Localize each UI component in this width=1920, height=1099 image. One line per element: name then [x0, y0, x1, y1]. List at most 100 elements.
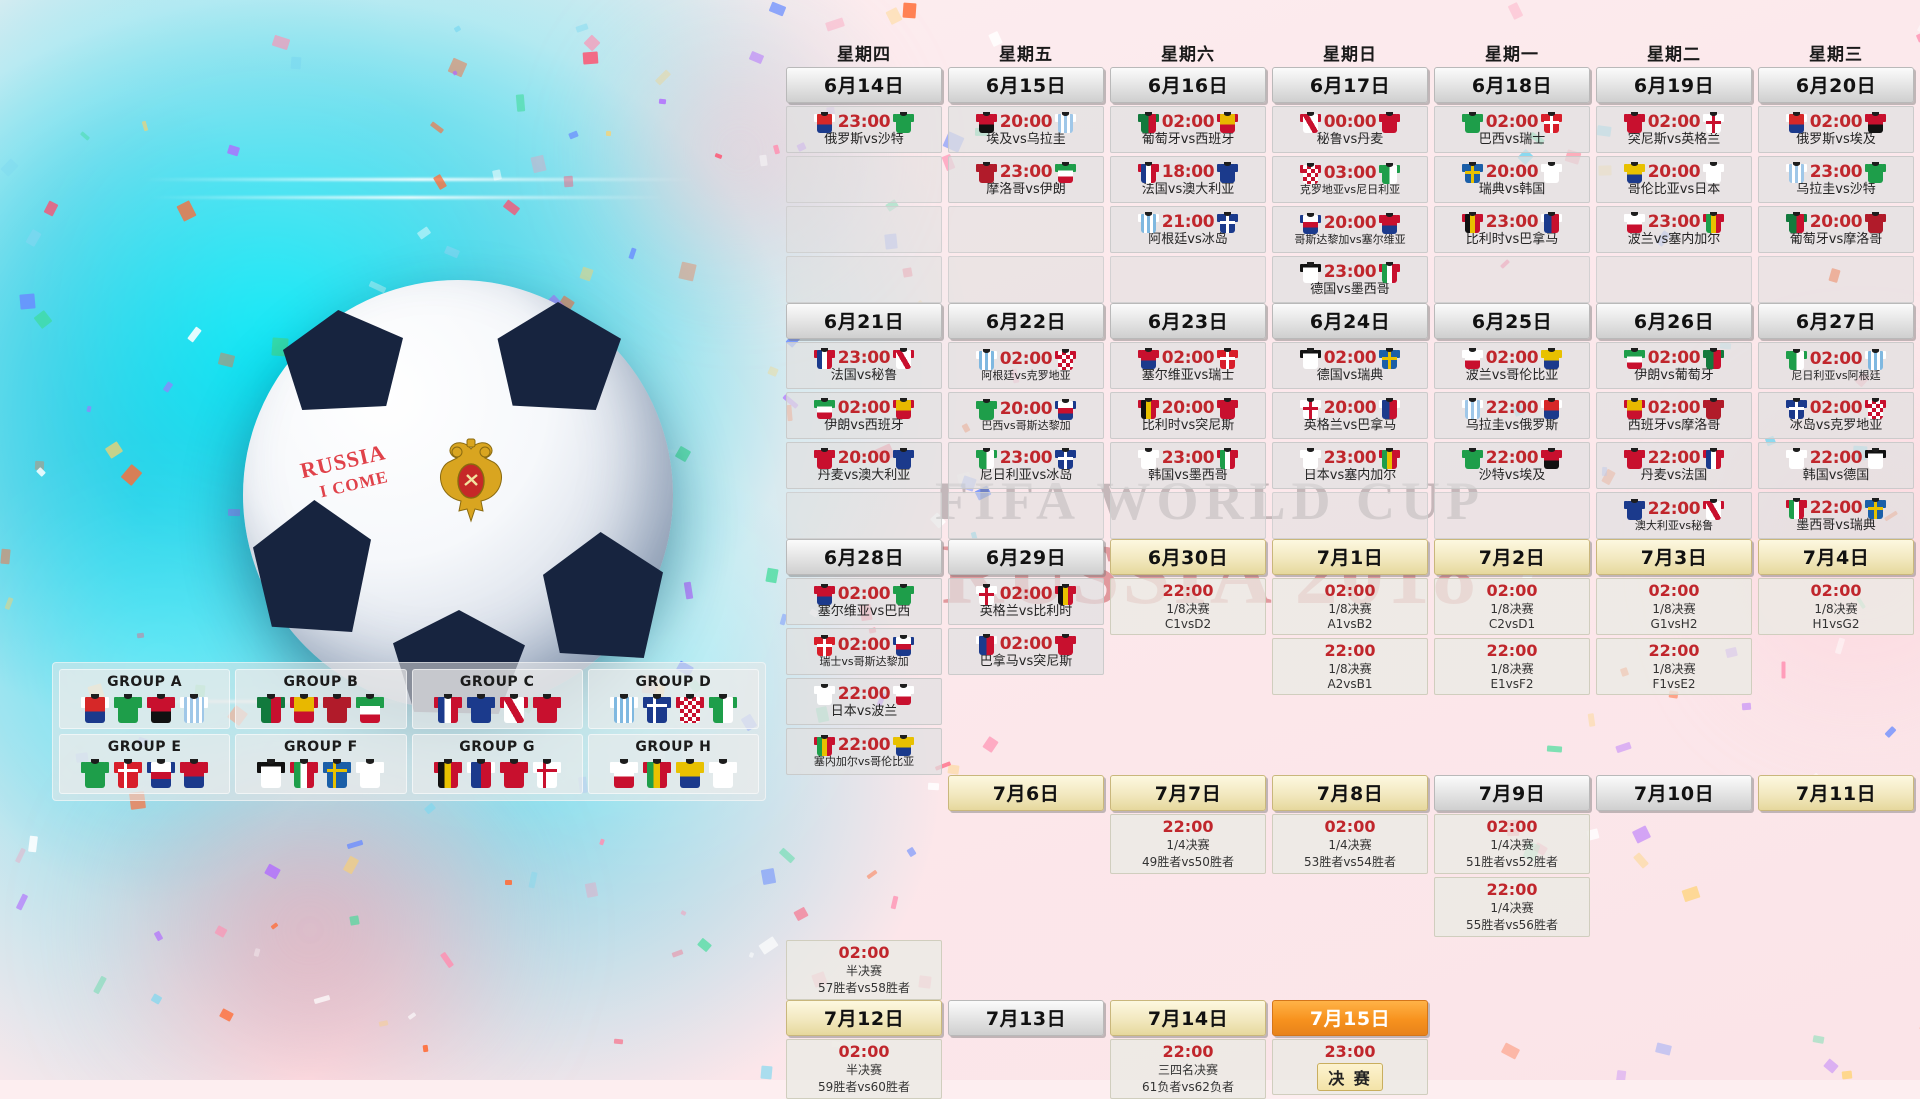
group-card-group-c[interactable]: GROUP C [411, 669, 583, 729]
knockout-match-cell[interactable]: 02:00 1/8决赛 A1vsB2 [1272, 578, 1428, 635]
knockout-match-cell[interactable]: 23:00 决 赛 [1272, 1039, 1428, 1095]
date-header-7月2日[interactable]: 7月2日 [1434, 539, 1590, 575]
knockout-match-cell[interactable]: 22:00 1/4决赛 55胜者vs56胜者 [1434, 877, 1590, 937]
group-card-group-e[interactable]: GROUP E [59, 734, 231, 794]
match-cell[interactable]: 18:00 法国vs澳大利亚 [1110, 156, 1266, 203]
match-cell[interactable]: 23:00 比利时vs巴拿马 [1434, 206, 1590, 253]
group-card-group-g[interactable]: GROUP G [411, 734, 583, 794]
date-header-7月8日[interactable]: 7月8日 [1272, 775, 1428, 811]
date-header-7月10日[interactable]: 7月10日 [1596, 775, 1752, 811]
match-cell[interactable]: 21:00 阿根廷vs冰岛 [1110, 206, 1266, 253]
match-cell[interactable]: 02:00 巴拿马vs突尼斯 [948, 628, 1104, 675]
match-cell[interactable]: 22:00 澳大利亚vs秘鲁 [1596, 492, 1752, 539]
knockout-match-cell[interactable]: 22:00 1/8决赛 A2vsB1 [1272, 638, 1428, 695]
match-cell[interactable]: 02:00 瑞士vs哥斯达黎加 [786, 628, 942, 675]
group-card-group-h[interactable]: GROUP H [587, 734, 759, 794]
match-cell[interactable]: 02:00 塞尔维亚vs瑞士 [1110, 342, 1266, 389]
date-header-7月7日[interactable]: 7月7日 [1110, 775, 1266, 811]
match-cell[interactable]: 20:00 葡萄牙vs摩洛哥 [1758, 206, 1914, 253]
date-header-6月20日[interactable]: 6月20日 [1758, 67, 1914, 103]
knockout-match-cell[interactable]: 02:00 1/8决赛 H1vsG2 [1758, 578, 1914, 635]
date-header-7月14日[interactable]: 7月14日 [1110, 1000, 1266, 1036]
knockout-match-cell[interactable]: 22:00 1/8决赛 E1vsF2 [1434, 638, 1590, 695]
match-cell[interactable]: 23:00 德国vs墨西哥 [1272, 256, 1428, 303]
date-header-6月28日[interactable]: 6月28日 [786, 539, 942, 575]
group-card-group-a[interactable]: GROUP A [59, 669, 231, 729]
match-cell[interactable]: 22:00 日本vs波兰 [786, 678, 942, 725]
date-header-7月4日[interactable]: 7月4日 [1758, 539, 1914, 575]
knockout-match-cell[interactable]: 02:00 1/8决赛 C2vsD1 [1434, 578, 1590, 635]
date-header-7月9日[interactable]: 7月9日 [1434, 775, 1590, 811]
match-cell[interactable]: 22:00 丹麦vs法国 [1596, 442, 1752, 489]
match-cell[interactable]: 20:00 哥斯达黎加vs塞尔维亚 [1272, 206, 1428, 253]
match-cell[interactable]: 22:00 沙特vs埃及 [1434, 442, 1590, 489]
date-header-6月22日[interactable]: 6月22日 [948, 303, 1104, 339]
date-header-7月13日[interactable]: 7月13日 [948, 1000, 1104, 1036]
match-cell[interactable]: 22:00 乌拉圭vs俄罗斯 [1434, 392, 1590, 439]
knockout-match-cell[interactable]: 22:00 1/8决赛 C1vsD2 [1110, 578, 1266, 635]
match-cell[interactable]: 02:00 尼日利亚vs阿根廷 [1758, 342, 1914, 389]
date-header-6月19日[interactable]: 6月19日 [1596, 67, 1752, 103]
knockout-match-cell[interactable]: 02:00 半决赛 59胜者vs60胜者 [786, 1039, 942, 1099]
date-header-6月18日[interactable]: 6月18日 [1434, 67, 1590, 103]
match-cell[interactable]: 02:00 西班牙vs摩洛哥 [1596, 392, 1752, 439]
match-cell[interactable]: 23:00 乌拉圭vs沙特 [1758, 156, 1914, 203]
match-cell[interactable]: 02:00 俄罗斯vs埃及 [1758, 106, 1914, 153]
match-cell[interactable]: 20:00 巴西vs哥斯达黎加 [948, 392, 1104, 439]
match-cell[interactable]: 02:00 冰岛vs克罗地亚 [1758, 392, 1914, 439]
date-header-7月15日[interactable]: 7月15日 [1272, 1000, 1428, 1036]
knockout-match-cell[interactable]: 02:00 半决赛 57胜者vs58胜者 [786, 940, 942, 1000]
match-cell[interactable]: 22:00 塞内加尔vs哥伦比亚 [786, 728, 942, 775]
group-card-group-d[interactable]: GROUP D [587, 669, 759, 729]
match-cell[interactable]: 22:00 墨西哥vs瑞典 [1758, 492, 1914, 539]
match-cell[interactable]: 20:00 丹麦vs澳大利亚 [786, 442, 942, 489]
date-header-6月21日[interactable]: 6月21日 [786, 303, 942, 339]
match-cell[interactable]: 20:00 瑞典vs韩国 [1434, 156, 1590, 203]
match-cell[interactable]: 02:00 英格兰vs比利时 [948, 578, 1104, 625]
match-cell[interactable]: 22:00 韩国vs德国 [1758, 442, 1914, 489]
match-cell[interactable]: 20:00 比利时vs突尼斯 [1110, 392, 1266, 439]
match-cell[interactable]: 23:00 尼日利亚vs冰岛 [948, 442, 1104, 489]
knockout-match-cell[interactable]: 02:00 1/4决赛 51胜者vs52胜者 [1434, 814, 1590, 874]
group-card-group-f[interactable]: GROUP F [235, 734, 407, 794]
date-header-6月14日[interactable]: 6月14日 [786, 67, 942, 103]
match-cell[interactable]: 02:00 波兰vs哥伦比亚 [1434, 342, 1590, 389]
knockout-match-cell[interactable]: 22:00 三四名决赛 61负者vs62负者 [1110, 1039, 1266, 1099]
date-header-6月30日[interactable]: 6月30日 [1110, 539, 1266, 575]
date-header-6月27日[interactable]: 6月27日 [1758, 303, 1914, 339]
match-cell[interactable]: 23:00 波兰vs塞内加尔 [1596, 206, 1752, 253]
match-cell[interactable]: 02:00 阿根廷vs克罗地亚 [948, 342, 1104, 389]
date-header-6月26日[interactable]: 6月26日 [1596, 303, 1752, 339]
date-header-6月23日[interactable]: 6月23日 [1110, 303, 1266, 339]
match-cell[interactable]: 02:00 葡萄牙vs西班牙 [1110, 106, 1266, 153]
knockout-match-cell[interactable]: 02:00 1/4决赛 53胜者vs54胜者 [1272, 814, 1428, 874]
match-cell[interactable]: 23:00 日本vs塞内加尔 [1272, 442, 1428, 489]
match-cell[interactable]: 23:00 俄罗斯vs沙特 [786, 106, 942, 153]
match-cell[interactable]: 23:00 法国vs秘鲁 [786, 342, 942, 389]
match-cell[interactable]: 02:00 塞尔维亚vs巴西 [786, 578, 942, 625]
date-header-6月25日[interactable]: 6月25日 [1434, 303, 1590, 339]
date-header-6月15日[interactable]: 6月15日 [948, 67, 1104, 103]
knockout-match-cell[interactable]: 22:00 1/8决赛 F1vsE2 [1596, 638, 1752, 695]
match-cell[interactable]: 02:00 伊朗vs葡萄牙 [1596, 342, 1752, 389]
date-header-7月6日[interactable]: 7月6日 [948, 775, 1104, 811]
date-header-7月11日[interactable]: 7月11日 [1758, 775, 1914, 811]
date-header-6月29日[interactable]: 6月29日 [948, 539, 1104, 575]
match-cell[interactable]: 20:00 英格兰vs巴拿马 [1272, 392, 1428, 439]
date-header-7月1日[interactable]: 7月1日 [1272, 539, 1428, 575]
date-header-6月24日[interactable]: 6月24日 [1272, 303, 1428, 339]
match-cell[interactable]: 23:00 韩国vs墨西哥 [1110, 442, 1266, 489]
date-header-7月3日[interactable]: 7月3日 [1596, 539, 1752, 575]
match-cell[interactable]: 20:00 埃及vs乌拉圭 [948, 106, 1104, 153]
match-cell[interactable]: 20:00 哥伦比亚vs日本 [1596, 156, 1752, 203]
match-cell[interactable]: 02:00 巴西vs瑞士 [1434, 106, 1590, 153]
date-header-6月17日[interactable]: 6月17日 [1272, 67, 1428, 103]
match-cell[interactable]: 02:00 伊朗vs西班牙 [786, 392, 942, 439]
knockout-match-cell[interactable]: 22:00 1/4决赛 49胜者vs50胜者 [1110, 814, 1266, 874]
match-cell[interactable]: 00:00 秘鲁vs丹麦 [1272, 106, 1428, 153]
date-header-6月16日[interactable]: 6月16日 [1110, 67, 1266, 103]
group-card-group-b[interactable]: GROUP B [235, 669, 407, 729]
knockout-match-cell[interactable]: 02:00 1/8决赛 G1vsH2 [1596, 578, 1752, 635]
match-cell[interactable]: 02:00 突尼斯vs英格兰 [1596, 106, 1752, 153]
match-cell[interactable]: 02:00 德国vs瑞典 [1272, 342, 1428, 389]
